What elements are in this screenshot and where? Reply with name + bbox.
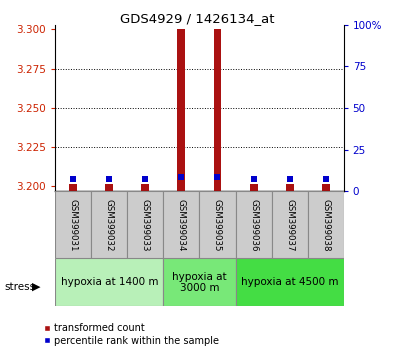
Text: ▶: ▶: [32, 282, 41, 292]
Text: stress: stress: [4, 282, 35, 292]
Legend: transformed count, percentile rank within the sample: transformed count, percentile rank withi…: [44, 323, 219, 346]
Bar: [235, 258, 344, 306]
Bar: [127, 191, 164, 258]
Text: GSM399031: GSM399031: [69, 199, 78, 251]
Bar: [164, 258, 235, 306]
Bar: [164, 191, 199, 258]
Bar: [286, 184, 293, 191]
Bar: [235, 191, 272, 258]
Text: hypoxia at 4500 m: hypoxia at 4500 m: [241, 277, 339, 287]
Bar: [250, 184, 258, 191]
Bar: [214, 29, 222, 191]
Text: GSM399035: GSM399035: [213, 199, 222, 251]
Text: hypoxia at 1400 m: hypoxia at 1400 m: [60, 277, 158, 287]
Bar: [272, 191, 308, 258]
Text: GSM399037: GSM399037: [285, 199, 294, 251]
Bar: [55, 258, 164, 306]
Bar: [91, 191, 127, 258]
Text: GSM399033: GSM399033: [141, 199, 150, 251]
Bar: [105, 184, 113, 191]
Bar: [70, 184, 77, 191]
Bar: [199, 191, 235, 258]
Text: GSM399034: GSM399034: [177, 199, 186, 251]
Text: GSM399038: GSM399038: [321, 199, 330, 251]
Text: hypoxia at
3000 m: hypoxia at 3000 m: [172, 272, 227, 293]
Bar: [55, 191, 91, 258]
Text: GDS4929 / 1426134_at: GDS4929 / 1426134_at: [120, 12, 275, 25]
Bar: [322, 184, 329, 191]
Text: GSM399036: GSM399036: [249, 199, 258, 251]
Text: GSM399032: GSM399032: [105, 199, 114, 251]
Bar: [308, 191, 344, 258]
Bar: [141, 184, 149, 191]
Bar: [177, 29, 185, 191]
